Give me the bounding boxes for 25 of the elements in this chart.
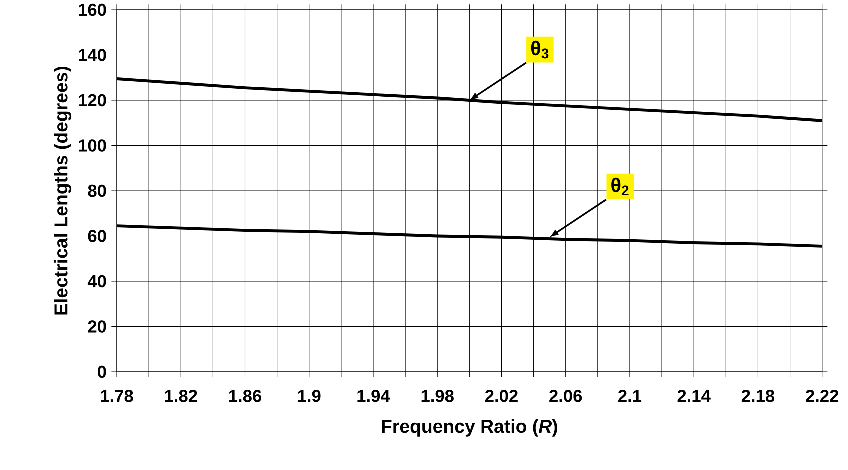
y-tick-label: 40 bbox=[88, 275, 106, 288]
x-tick-label: 1.86 bbox=[229, 390, 262, 402]
y-tick-label: 120 bbox=[79, 94, 106, 107]
x-tick-label: 1.98 bbox=[422, 390, 454, 402]
y-tick-label: 0 bbox=[98, 366, 106, 378]
x-tick-label: 1.94 bbox=[358, 390, 390, 402]
x-tick-label: 2.02 bbox=[485, 390, 518, 402]
x-tick-label: 2.14 bbox=[678, 390, 711, 402]
y-tick-label: 140 bbox=[79, 49, 106, 62]
x-axis-title: Frequency Ratio (R) bbox=[382, 419, 558, 437]
y-tick-label: 100 bbox=[79, 140, 106, 152]
y-tick-label: 20 bbox=[88, 320, 106, 333]
y-tick-label: 80 bbox=[88, 184, 106, 198]
annotation: θ$_{2}$ bbox=[612, 178, 629, 196]
x-tick-label: 2.18 bbox=[742, 390, 775, 402]
x-tick-label: 2.06 bbox=[550, 390, 582, 402]
x-tick-label: 1.82 bbox=[165, 390, 198, 402]
x-tick-label: 1.78 bbox=[101, 390, 134, 402]
x-tick-label: 1.9 bbox=[298, 390, 321, 402]
annotation: θ$_{3}$ bbox=[531, 40, 549, 59]
y-axis-title: Electrical Lengths (degrees) bbox=[54, 66, 72, 315]
x-tick-label: 2.22 bbox=[806, 390, 839, 402]
x-tick-label: 2.1 bbox=[618, 390, 642, 402]
y-tick-label: 160 bbox=[79, 4, 106, 16]
y-tick-label: 60 bbox=[88, 230, 106, 242]
